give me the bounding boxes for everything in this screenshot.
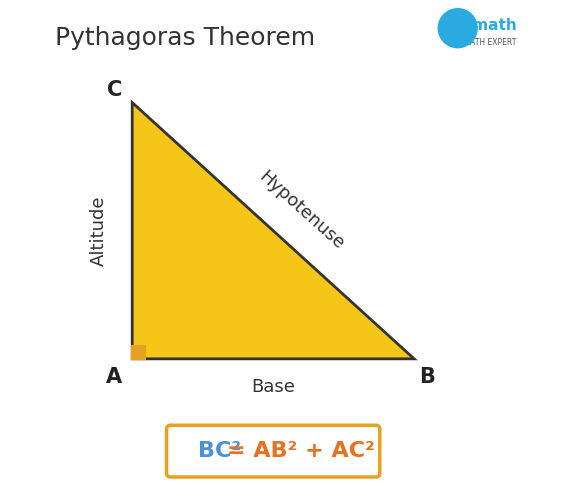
Bar	[132, 346, 145, 359]
Text: A: A	[106, 367, 122, 387]
Polygon shape	[132, 103, 414, 359]
Text: = AB² + AC²: = AB² + AC²	[228, 441, 375, 461]
Text: cuemath: cuemath	[442, 18, 517, 33]
Text: C: C	[106, 80, 122, 100]
Text: Hypotenuse: Hypotenuse	[255, 168, 348, 253]
Text: Base: Base	[251, 378, 295, 396]
Text: Pythagoras Theorem: Pythagoras Theorem	[55, 26, 315, 50]
Text: THE MATH EXPERT: THE MATH EXPERT	[446, 38, 517, 47]
Circle shape	[438, 9, 477, 48]
Text: Altitude: Altitude	[90, 195, 108, 266]
Text: B: B	[419, 367, 435, 387]
FancyBboxPatch shape	[166, 425, 380, 477]
Text: BC²: BC²	[198, 441, 241, 461]
